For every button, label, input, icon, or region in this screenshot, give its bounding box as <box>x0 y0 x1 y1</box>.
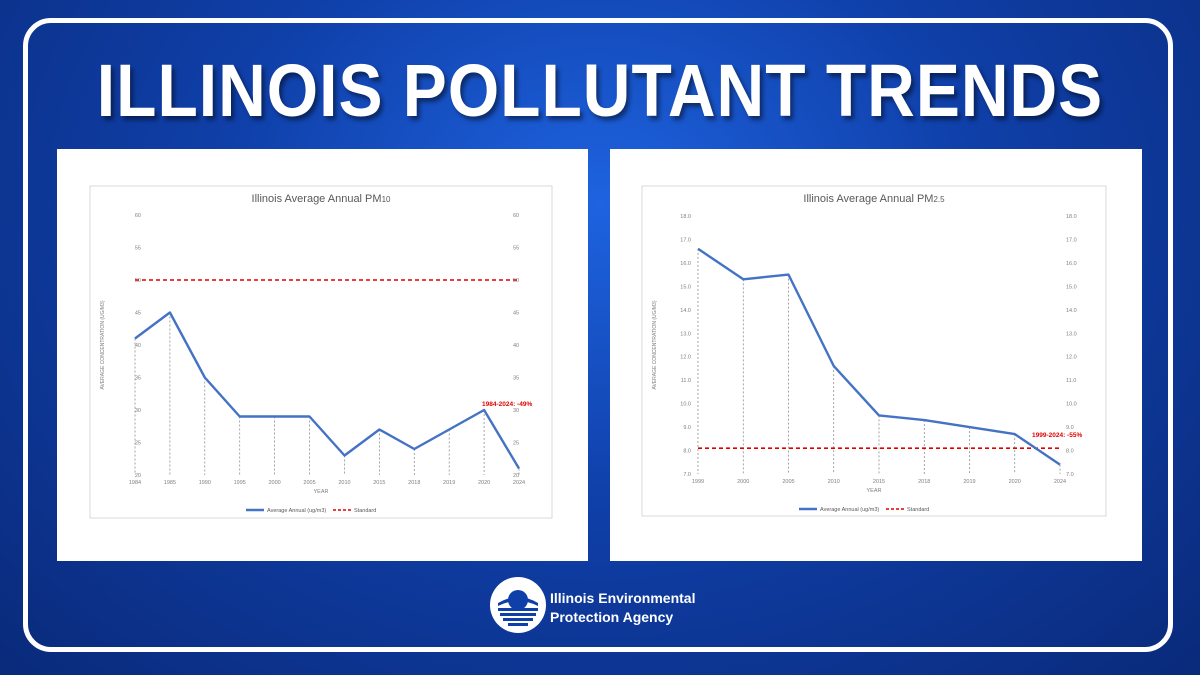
y-tick-label-right: 13.0 <box>1066 331 1077 337</box>
series-line-average-annual <box>134 311 521 470</box>
y-tick-label-right: 55 <box>513 246 519 252</box>
x-tick-label: 2000 <box>737 479 749 485</box>
y-tick-label-left: 12.0 <box>680 355 691 361</box>
agency-emblem-icon <box>490 577 546 633</box>
y-tick-label-left: 8.0 <box>683 449 691 455</box>
y-tick-label-left: 7.0 <box>683 472 691 478</box>
y-tick-label-right: 10.0 <box>1066 402 1077 408</box>
y-tick-label-left: 9.0 <box>683 425 691 431</box>
trend-annotation: 1984-2024: -49% <box>482 401 532 408</box>
x-tick-label: 2010 <box>338 480 350 486</box>
legend-label-standard: Standard <box>354 508 376 514</box>
y-tick-label-right: 17.0 <box>1066 237 1077 243</box>
y-tick-label-left: 55 <box>135 246 141 252</box>
y-tick-label-right: 20 <box>513 473 519 479</box>
y-tick-label-right: 50 <box>513 278 519 284</box>
y-tick-label-right: 18.0 <box>1066 214 1077 220</box>
y-tick-label-right: 40 <box>513 343 519 349</box>
y-tick-label-left: 25 <box>135 441 141 447</box>
x-tick-label: 2019 <box>963 479 975 485</box>
y-tick-label-left: 50 <box>135 278 141 284</box>
x-tick-label: 2005 <box>303 480 315 486</box>
y-tick-label-left: 15.0 <box>680 284 691 290</box>
x-tick-label: 2015 <box>873 479 885 485</box>
y-tick-label-right: 25 <box>513 441 519 447</box>
y-tick-label-left: 11.0 <box>681 378 691 384</box>
x-tick-label: 1990 <box>199 480 211 486</box>
chart-border <box>89 185 553 519</box>
chart-pm25: Illinois Average Annual PM2.5 7.0 7.0 8.0 8.… <box>641 185 1107 517</box>
y-tick-label-right: 15.0 <box>1066 284 1077 290</box>
agency-name-line1: Illinois Environmental <box>550 590 696 606</box>
x-tick-label: 2005 <box>782 479 794 485</box>
x-tick-label: 2020 <box>1009 479 1021 485</box>
chart-border <box>641 185 1107 517</box>
y-tick-label-left: 40 <box>135 343 141 349</box>
x-tick-label: 1999 <box>692 479 704 485</box>
legend-label-standard: Standard <box>907 507 929 513</box>
x-tick-label: 2019 <box>443 480 455 486</box>
trend-annotation: 1999-2024: -55% <box>1032 432 1082 439</box>
y-tick-label-right: 12.0 <box>1066 355 1077 361</box>
x-tick-label: 2015 <box>373 480 385 486</box>
chart-title: Illinois Average Annual PM2.5 <box>803 193 945 205</box>
legend-label-average-annual: Average Annual (ug/m3) <box>267 508 326 514</box>
y-tick-label-left: 18.0 <box>680 214 691 220</box>
y-tick-label-left: 14.0 <box>680 308 691 314</box>
y-axis-label: AVERAGE CONCENTRATION (UG/M3) <box>100 300 106 389</box>
y-tick-label-right: 35 <box>513 376 519 382</box>
white-rounded-frame <box>23 18 1173 652</box>
y-tick-label-left: 45 <box>135 311 141 317</box>
agency-name-line2: Protection Agency <box>550 609 674 625</box>
x-tick-label: 2018 <box>918 479 930 485</box>
y-tick-label-right: 9.0 <box>1066 425 1074 431</box>
y-tick-label-right: 45 <box>513 311 519 317</box>
y-tick-label-right: 60 <box>513 213 519 219</box>
x-tick-label: 2024 <box>1054 479 1066 485</box>
legend-label-average-annual: Average Annual (ug/m3) <box>820 507 879 513</box>
series-line-average-annual <box>697 247 1061 466</box>
y-tick-label-right: 7.0 <box>1066 472 1074 478</box>
y-tick-label-left: 16.0 <box>680 261 691 267</box>
x-tick-label: 2020 <box>478 480 490 486</box>
y-tick-label-right: 8.0 <box>1066 449 1074 455</box>
x-tick-label: 2024 <box>513 480 525 486</box>
x-tick-label: 1984 <box>129 480 141 486</box>
x-tick-label: 2000 <box>269 480 281 486</box>
y-tick-label-left: 10.0 <box>680 402 691 408</box>
chart-panel-pm10: Illinois Average Annual PM10 20 20 25 25 30 30… <box>57 149 588 561</box>
y-tick-label-left: 13.0 <box>680 331 691 337</box>
y-tick-label-right: 14.0 <box>1066 308 1077 314</box>
chart-title: Illinois Average Annual PM10 <box>252 193 391 205</box>
x-tick-label: 1985 <box>164 480 176 486</box>
y-tick-label-left: 20 <box>135 473 141 479</box>
x-tick-label: 2018 <box>408 480 420 486</box>
y-tick-label-left: 17.0 <box>680 237 691 243</box>
y-tick-label-left: 60 <box>135 213 141 219</box>
y-axis-label: AVERAGE CONCENTRATION (UG/M3) <box>652 300 658 389</box>
y-tick-label-right: 30 <box>513 408 519 414</box>
x-axis-label: YEAR <box>867 488 882 494</box>
agency-logo: Illinois Environmental Protection Agency <box>490 577 790 637</box>
chart-panel-pm25: Illinois Average Annual PM2.5 7.0 7.0 8.0 8.… <box>610 149 1142 561</box>
x-tick-label: 1995 <box>234 480 246 486</box>
y-tick-label-left: 30 <box>135 408 141 414</box>
y-tick-label-right: 16.0 <box>1066 261 1077 267</box>
x-axis-label: YEAR <box>314 489 329 495</box>
page-title: ILLINOIS POLLUTANT TRENDS <box>96 48 1104 132</box>
x-tick-label: 2010 <box>828 479 840 485</box>
y-tick-label-right: 11.0 <box>1066 378 1076 384</box>
y-tick-label-left: 35 <box>135 376 141 382</box>
